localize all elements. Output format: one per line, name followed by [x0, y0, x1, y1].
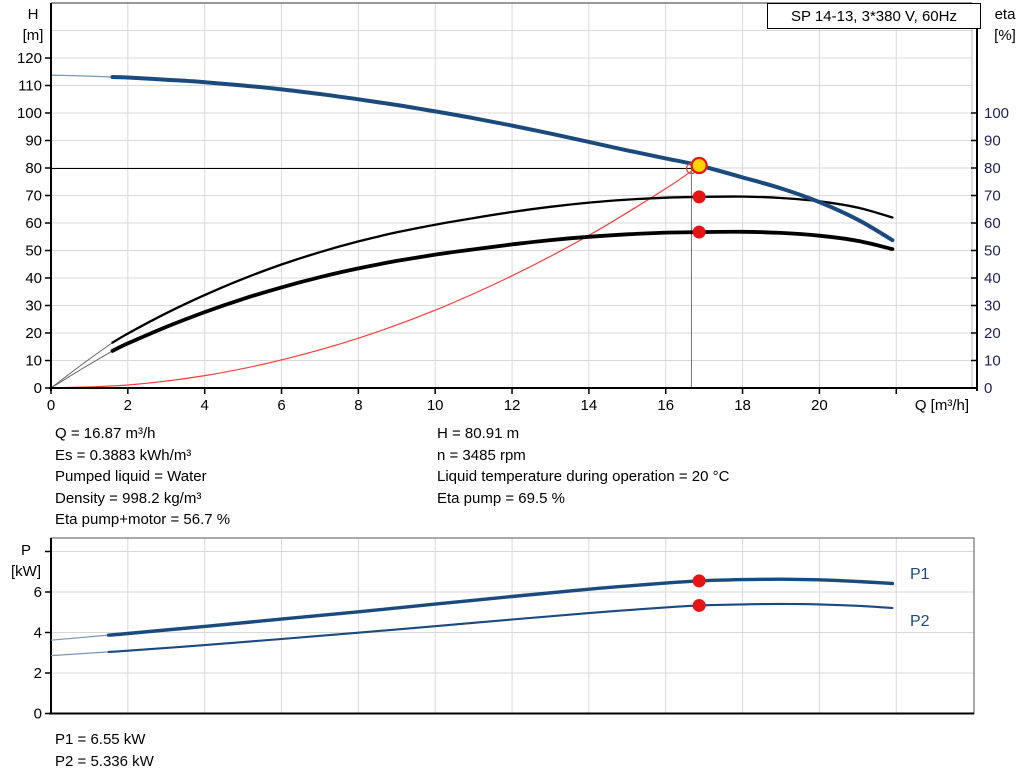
system-curve	[50, 165, 700, 389]
p2-value: P2 = 5.336 kW	[55, 752, 154, 770]
eta-pump-curve-thin	[50, 342, 113, 389]
h-tick-label: 90	[25, 133, 42, 150]
p1-curve	[106, 577, 895, 637]
h-tick-label: 60	[25, 215, 42, 232]
info-q: Q = 16.87 m³/h	[55, 425, 156, 442]
h-tick-label: 10	[25, 353, 42, 370]
eta-tick-label: 60	[984, 215, 1001, 232]
p1-curve-label: P1	[910, 566, 930, 583]
q-tick-label: 8	[354, 397, 362, 414]
eta-tick-label: 30	[984, 298, 1001, 315]
h-tick-label: 40	[25, 270, 42, 287]
eta-pump-curve	[111, 195, 894, 344]
q-axis-label: Q [m³/h]	[915, 397, 969, 414]
eta-tick-label: 80	[984, 160, 1001, 177]
eta-axis-title: eta [%]	[988, 4, 1022, 46]
eta-tick-label: 70	[984, 188, 1001, 205]
q-tick-label: 14	[581, 397, 598, 414]
h-tick-label: 100	[17, 105, 42, 122]
p1-value: P1 = 6.55 kW	[55, 731, 146, 748]
p-tick-label: 4	[34, 625, 42, 642]
eta-axis-unit: [%]	[994, 27, 1016, 44]
q-tick-label: 18	[734, 397, 751, 414]
h-tick-label: 120	[17, 50, 42, 67]
h-curve	[110, 75, 895, 243]
p-axis-title: P [kW]	[6, 540, 46, 582]
p2-point-marker	[692, 598, 706, 612]
info-block-left: Q = 16.87 m³/h Es = 0.3883 kWh/m³ Pumped…	[55, 423, 230, 531]
eta-tick-label: 40	[984, 270, 1001, 287]
p2-curve-label: P2	[910, 613, 930, 630]
p2-curve-thin	[50, 651, 109, 657]
q-tick-label: 6	[277, 397, 285, 414]
power-chart: 0 2 4 6 P1 P2	[34, 537, 975, 723]
info-eta-pump-motor: Eta pump+motor = 56.7 %	[55, 511, 231, 529]
power-values: P1 = 6.55 kW P2 = 5.336 kW	[55, 729, 154, 772]
h-tick-label: 50	[25, 243, 42, 260]
p-axis-unit: [kW]	[11, 563, 41, 580]
p1-point-marker	[692, 574, 706, 588]
p-tick-label: 2	[34, 665, 42, 682]
h-axis-title: H [m]	[16, 4, 50, 46]
pump-title-box: SP 14-13, 3*380 V, 60Hz	[767, 3, 981, 29]
q-tick-label: 0	[47, 397, 55, 414]
eta-pump-motor-curve-thin	[50, 350, 113, 389]
eta-pump-motor-curve	[110, 229, 895, 353]
eta-pump-motor-point-marker	[692, 225, 706, 239]
p-tick-label: 6	[34, 584, 42, 601]
q-tick-label: 10	[427, 397, 444, 414]
eta-tick-label: 90	[984, 133, 1001, 150]
h-tick-label: 70	[25, 188, 42, 205]
q-tick-label: 2	[124, 397, 132, 414]
info-es: Es = 0.3883 kWh/m³	[55, 446, 192, 464]
duty-point-marker	[690, 156, 708, 175]
info-rpm: n = 3485 rpm	[437, 446, 526, 464]
info-eta-pump: Eta pump = 69.5 %	[437, 489, 565, 507]
h-tick-label: 30	[25, 298, 42, 315]
hq-eta-chart: 0102030405060708090100110120010203040506…	[17, 2, 1009, 414]
h-tick-label: 110	[18, 78, 42, 95]
q-tick-label: 20	[811, 397, 828, 414]
eta-tick-label: 10	[984, 353, 1001, 370]
p-axis-symbol: P	[20, 542, 31, 559]
h-axis-symbol: H	[27, 6, 39, 23]
h-tick-label: 80	[25, 160, 42, 177]
eta-tick-label: 100	[984, 105, 1009, 122]
h-tick-label: 0	[34, 380, 42, 397]
h-tick-label: 20	[25, 325, 42, 342]
pump-title-text: SP 14-13, 3*380 V, 60Hz	[791, 7, 957, 25]
info-density: Density = 998.2 kg/m³	[55, 489, 202, 507]
eta-axis-symbol: eta	[994, 6, 1016, 23]
info-block-right: H = 80.91 m n = 3485 rpm Liquid temperat…	[437, 423, 729, 509]
info-h: H = 80.91 m	[437, 425, 520, 442]
h-curve-thin	[50, 74, 113, 78]
p2-curve	[107, 602, 894, 653]
eta-tick-label: 20	[984, 325, 1001, 342]
q-tick-label: 16	[657, 397, 674, 414]
info-temperature: Liquid temperature during operation = 20…	[437, 468, 730, 486]
p-tick-label: 0	[34, 706, 42, 723]
eta-tick-label: 50	[984, 243, 1001, 260]
q-tick-label: 12	[504, 397, 521, 414]
h-axis-unit: [m]	[22, 27, 44, 44]
eta-tick-label: 0	[984, 380, 992, 397]
p1-curve-thin	[50, 634, 109, 641]
info-liquid: Pumped liquid = Water	[55, 468, 207, 486]
eta-pump-point-marker	[692, 190, 706, 204]
q-tick-label: 4	[201, 397, 209, 414]
